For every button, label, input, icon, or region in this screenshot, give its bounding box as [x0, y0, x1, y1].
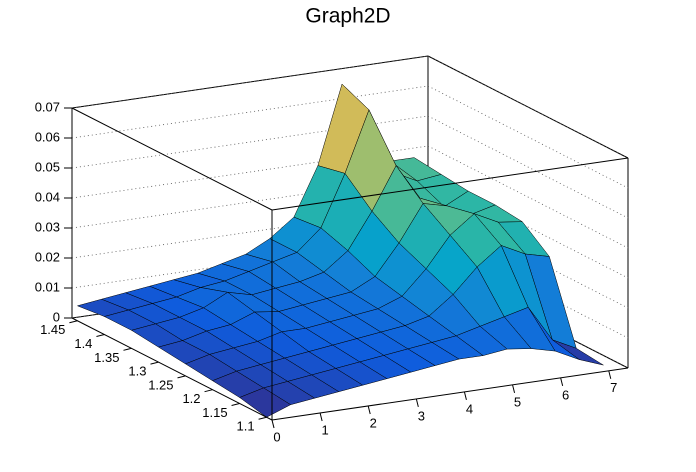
y-tick [96, 334, 105, 338]
y-tick-label: 1.45 [40, 322, 65, 337]
y-tick-label: 1.2 [182, 391, 200, 406]
x-tick [512, 384, 516, 393]
y-tick [123, 347, 132, 351]
x-tick [560, 377, 564, 386]
z-tick-label: 0.03 [35, 219, 60, 234]
box-edge [71, 55, 429, 109]
z-tick-label: 0.01 [35, 279, 60, 294]
x-tick-label: 1 [321, 422, 328, 437]
y-tick [258, 416, 267, 420]
grid-line [427, 145, 629, 249]
y-tick [177, 375, 186, 379]
x-tick-label: 4 [466, 401, 473, 416]
y-tick-label: 1.25 [148, 377, 173, 392]
z-tick-label: 0.06 [35, 129, 60, 144]
z-tick-label: 0.02 [35, 249, 60, 264]
y-tick-label: 1.4 [74, 336, 92, 351]
x-tick [319, 412, 323, 422]
y-tick [150, 361, 159, 365]
y-tick [231, 402, 240, 406]
y-tick-label: 1.3 [128, 364, 146, 379]
z-tick-label: 0.05 [35, 159, 60, 174]
y-tick-label: 1.35 [94, 350, 119, 365]
x-tick-label: 2 [370, 415, 377, 430]
x-tick [463, 391, 467, 401]
grid-line [427, 115, 629, 219]
x-tick-label: 6 [562, 387, 569, 402]
x-tick-label: 7 [610, 380, 617, 395]
chart-title: Graph2D [305, 5, 390, 28]
y-tick-label: 1.1 [237, 419, 255, 434]
x-tick [367, 405, 371, 415]
x-tick-label: 5 [514, 394, 521, 409]
box-edge [71, 107, 273, 211]
surface-cell [239, 387, 291, 418]
x-axis [271, 367, 629, 421]
x-tick-label: 0 [273, 429, 280, 444]
y-tick [69, 320, 78, 324]
x-tick [608, 370, 612, 379]
x-tick-label: 3 [418, 408, 425, 423]
grid-line [427, 85, 629, 189]
y-tick-label: 1.15 [202, 405, 227, 420]
z-tick-label: 0.07 [35, 99, 60, 114]
box-edge [271, 157, 629, 211]
x-tick [415, 398, 419, 408]
z-tick-label: 0 [53, 309, 60, 324]
y-axis [71, 317, 273, 421]
z-tick-label: 0.04 [35, 189, 60, 204]
x-tick [271, 419, 275, 429]
grid-line [427, 175, 629, 279]
y-tick [204, 389, 213, 393]
grid-line [427, 55, 629, 159]
